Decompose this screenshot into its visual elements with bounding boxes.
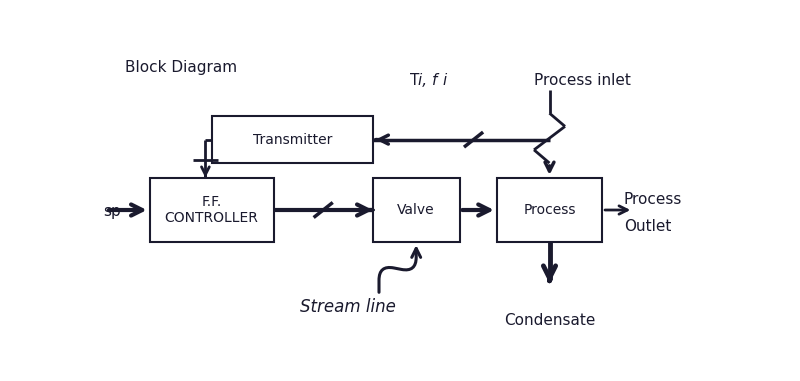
Text: Outlet: Outlet: [624, 219, 671, 234]
Text: Block Diagram: Block Diagram: [125, 61, 237, 75]
Text: Stream line: Stream line: [300, 298, 396, 316]
Text: Condensate: Condensate: [504, 313, 595, 328]
Text: sp: sp: [103, 204, 121, 219]
Text: Valve: Valve: [398, 203, 435, 217]
Text: i: i: [442, 74, 446, 88]
Text: Process: Process: [624, 192, 682, 207]
Text: Process: Process: [523, 203, 576, 217]
Text: Process inlet: Process inlet: [534, 74, 631, 88]
Text: Transmitter: Transmitter: [253, 133, 332, 147]
Text: T: T: [410, 74, 419, 88]
Text: F.F.
CONTROLLER: F.F. CONTROLLER: [165, 195, 258, 225]
FancyBboxPatch shape: [211, 116, 373, 163]
Text: i, f: i, f: [418, 74, 438, 88]
FancyBboxPatch shape: [373, 178, 459, 242]
FancyBboxPatch shape: [150, 178, 274, 242]
FancyBboxPatch shape: [497, 178, 602, 242]
